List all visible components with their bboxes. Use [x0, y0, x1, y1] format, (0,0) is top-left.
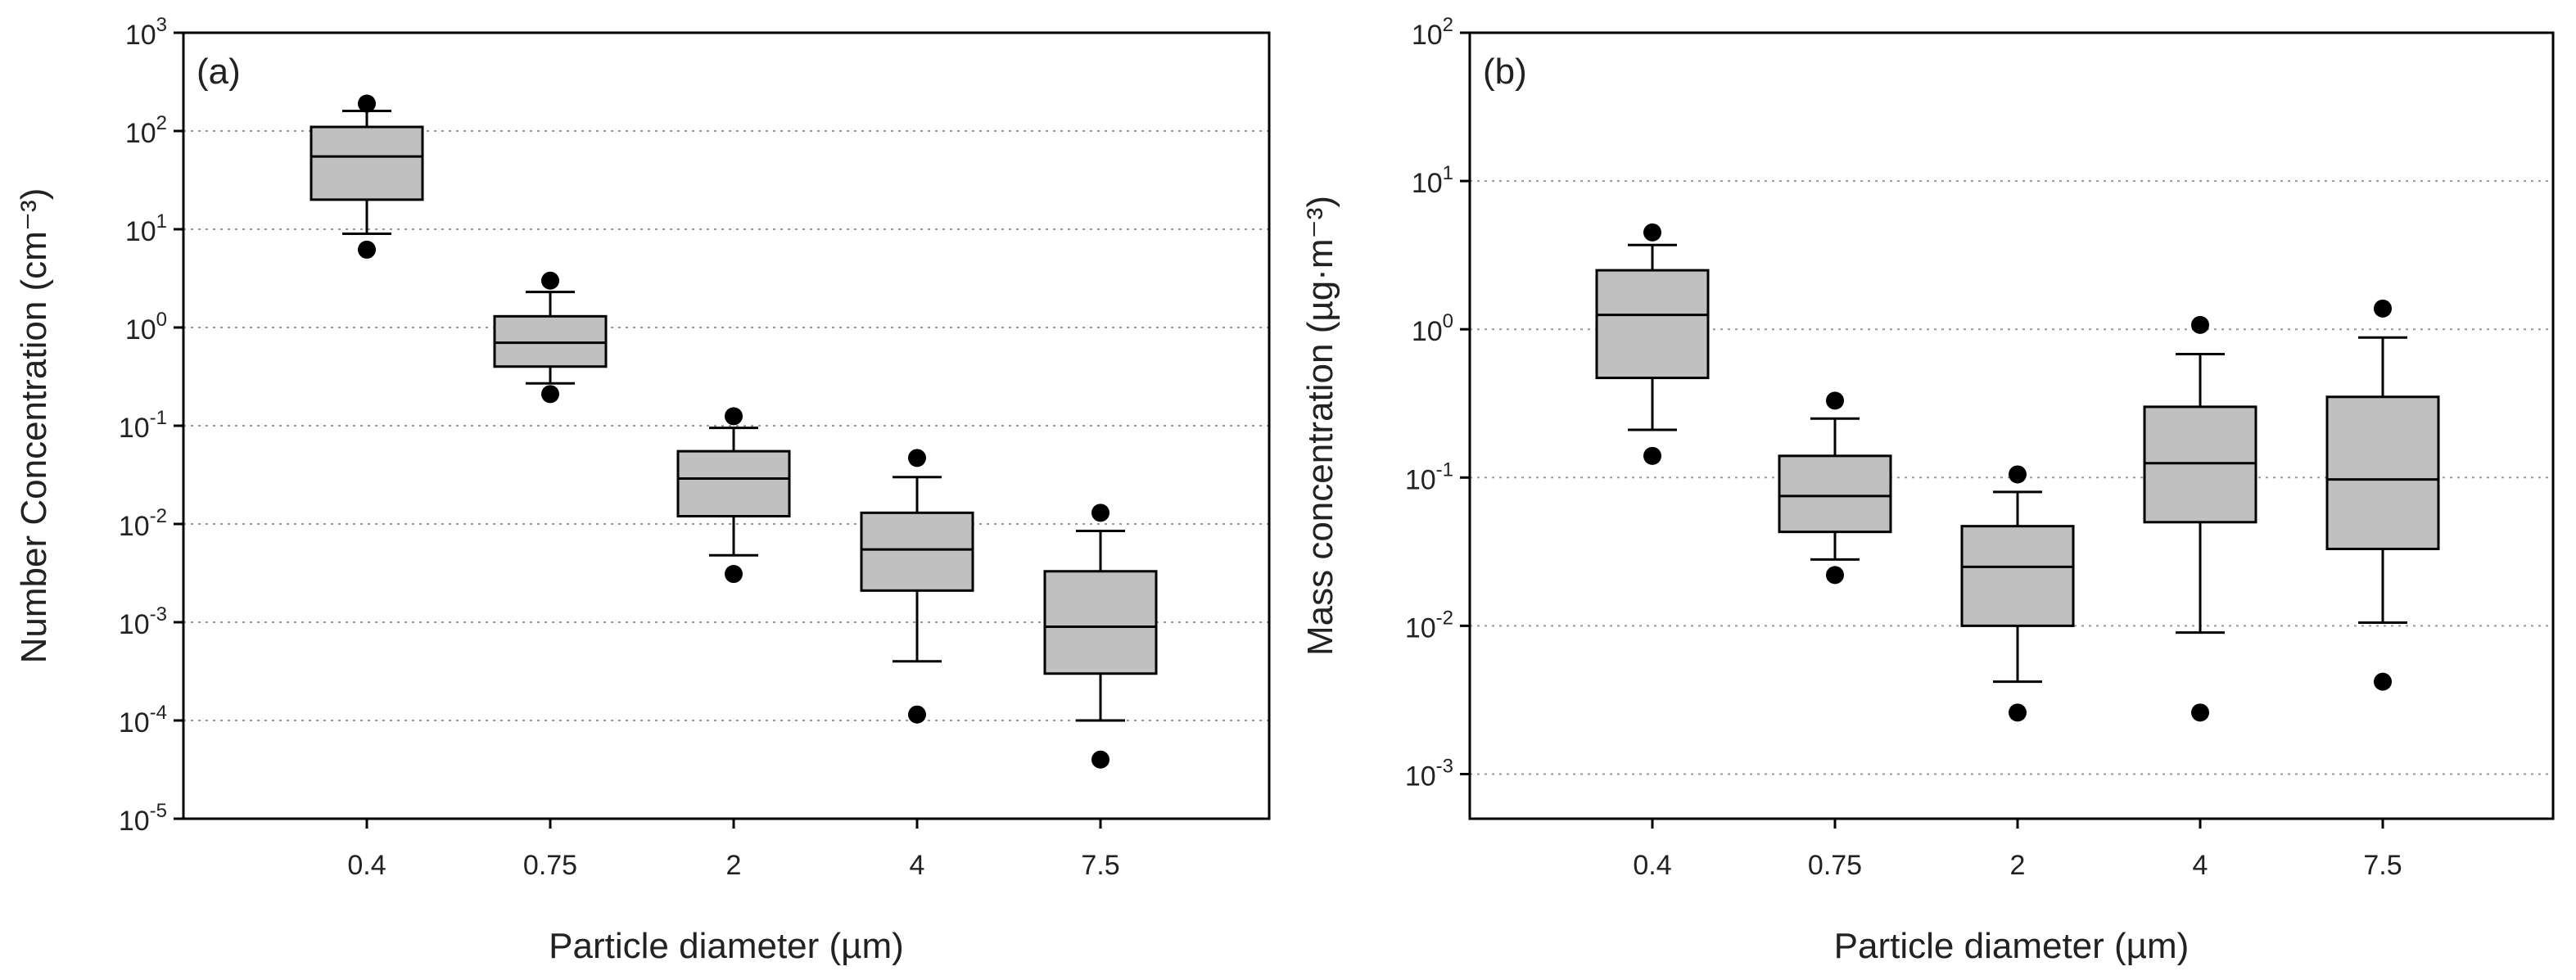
box-body: [1778, 454, 1892, 534]
outlier-point: [2374, 672, 2392, 691]
box-4: [2143, 315, 2257, 722]
y-tick-label: 100: [1412, 310, 1453, 347]
box-0_4: [310, 94, 424, 259]
box-0_75: [1778, 391, 1892, 585]
y-tick-label: 10-3: [119, 603, 167, 640]
y-tick-label: 10-2: [1405, 607, 1453, 644]
box-body: [493, 314, 608, 368]
outlier-point: [1643, 223, 1661, 242]
outlier-point: [908, 449, 926, 467]
y-tick-label: 101: [1412, 162, 1453, 199]
box-0_4: [1595, 223, 1710, 465]
outlier-point: [1826, 391, 1844, 410]
y-tick-label: 10-1: [119, 407, 167, 444]
outlier-point: [1643, 446, 1661, 465]
box-7_5: [1043, 504, 1158, 769]
x-tick-label: 0.75: [523, 850, 577, 881]
outlier-point: [1091, 504, 1109, 522]
y-tick-label: 101: [125, 210, 167, 247]
box-body: [860, 511, 974, 592]
chart-panel-a: 10-5 10-4 10-3 10-2 10-1 100 101 102 103 (a) 0.4 0.…: [14, 14, 1271, 966]
box-body: [310, 125, 424, 201]
outlier-point: [358, 94, 376, 113]
outlier-point: [725, 565, 743, 584]
y-axis-title: Mass concentration (µg·m⁻³): [1300, 196, 1340, 656]
y-tick-label: 100: [125, 309, 167, 345]
box-body: [2325, 395, 2440, 550]
outlier-point: [2374, 299, 2392, 318]
y-tick-label: 10-1: [1405, 458, 1453, 495]
y-tick-label: 10-4: [119, 702, 167, 738]
box-body: [676, 449, 791, 517]
outlier-point: [2191, 315, 2209, 334]
y-tick-label: 10-3: [1405, 755, 1453, 792]
box-0_75: [493, 271, 608, 404]
outlier-point: [725, 407, 743, 426]
box-body: [1960, 525, 2075, 627]
y-tick-label: 102: [125, 112, 167, 149]
panel-label: (b): [1483, 52, 1527, 92]
y-tick-label: 10-2: [119, 505, 167, 542]
x-tick-label: 4: [2193, 850, 2208, 881]
x-tick-label: 4: [910, 850, 925, 881]
y-tick-label: 102: [1412, 14, 1453, 51]
outlier-point: [1091, 750, 1109, 769]
outlier-point: [541, 385, 559, 404]
plot-frame: [1468, 31, 2555, 820]
chart-panel-b: 10-3 10-2 10-1 100 101 102 (b) 0.4 0.75 2 4 7.5 Part…: [1300, 14, 2555, 966]
box-body: [1043, 570, 1158, 675]
outlier-point: [2009, 465, 2027, 484]
outlier-point: [1826, 566, 1844, 585]
x-axis-title: Particle diameter (µm): [549, 926, 904, 966]
box-4: [860, 449, 974, 724]
box-7_5: [2325, 299, 2440, 691]
x-tick-label: 0.4: [1633, 850, 1671, 881]
x-tick-label: 2: [726, 850, 742, 881]
y-tick-label: 103: [125, 14, 167, 51]
box-body: [1595, 269, 1710, 380]
x-tick-label: 2: [2010, 850, 2026, 881]
box-body: [2143, 405, 2257, 524]
panel-label: (a): [197, 52, 241, 92]
outlier-point: [2191, 703, 2209, 722]
x-axis-title: Particle diameter (µm): [1834, 926, 2190, 966]
x-tick-label: 7.5: [2363, 850, 2402, 881]
outlier-point: [908, 705, 926, 724]
y-tick-label: 10-5: [119, 800, 167, 837]
x-tick-label: 0.4: [347, 850, 386, 881]
y-axis-title: Number Concentration (cm⁻³): [14, 188, 54, 664]
box-2: [1960, 465, 2075, 722]
outlier-point: [541, 271, 559, 290]
x-tick-label: 0.75: [1808, 850, 1862, 881]
x-tick-label: 7.5: [1081, 850, 1119, 881]
outlier-point: [358, 240, 376, 259]
outlier-point: [2009, 703, 2027, 722]
box-2: [676, 407, 791, 584]
